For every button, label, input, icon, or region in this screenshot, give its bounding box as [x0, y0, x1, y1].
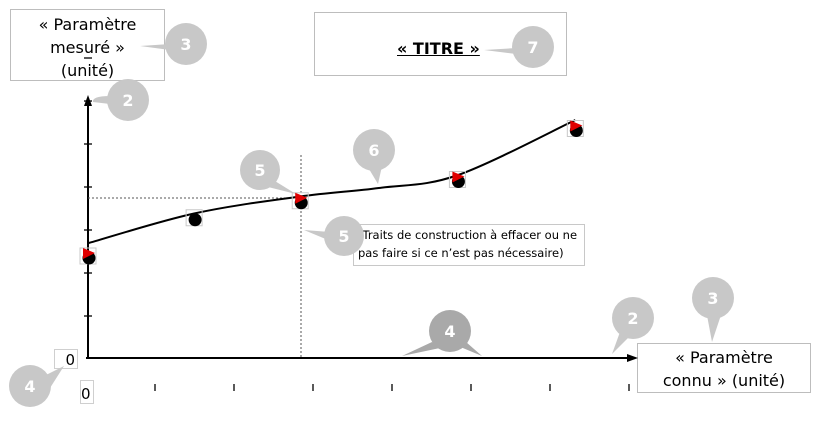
y-ticks	[84, 57, 92, 317]
svg-text:2: 2	[627, 309, 638, 328]
callout-bubble-construction: 5	[304, 216, 364, 256]
callout-bubble-origin: 4	[9, 365, 64, 407]
x-axis-arrow	[627, 354, 638, 362]
svg-text:5: 5	[254, 161, 265, 180]
svg-text:6: 6	[368, 141, 379, 160]
x-axis-label-line2: connu » (unité)	[662, 371, 786, 390]
callout-bubble-x-arrow: 2	[612, 297, 654, 354]
callout-bubble-x-label: 3	[692, 277, 734, 342]
y-axis-label-line3: (unité)	[60, 61, 115, 80]
plot-area	[79, 119, 584, 265]
svg-text:3: 3	[707, 289, 718, 308]
origin-x-label: 0	[80, 380, 94, 404]
x-ticks	[154, 384, 630, 391]
svg-text:4: 4	[24, 377, 35, 396]
y-axis-label-line1: « Paramètre	[38, 15, 137, 34]
callout-bubble-y-arrow: 2	[92, 79, 149, 121]
callout-bubble-point: 5	[240, 150, 296, 194]
y-axis-label-box: « Paramètre mesuré » (unité)	[10, 9, 165, 81]
svg-text:3: 3	[180, 35, 191, 54]
callout-bubble-y-label: 3	[140, 23, 207, 65]
chart-title: « TITRE »	[397, 39, 480, 58]
callout-bubble-curve: 6	[353, 129, 395, 184]
note-line2: pas faire si ce n’est pas nécessaire)	[358, 246, 564, 260]
y-axis-label-line2: mesuré »	[50, 38, 125, 57]
data-point	[566, 120, 584, 137]
data-point	[79, 247, 97, 265]
svg-text:2: 2	[122, 91, 133, 110]
svg-text:5: 5	[338, 227, 349, 246]
note-line1: (Traits de construction à effacer ou ne	[358, 228, 578, 242]
x-axis-label-line1: « Paramètre	[675, 348, 773, 367]
construction-note-box: (Traits de construction à effacer ou ne …	[353, 224, 585, 266]
fit-curve	[87, 119, 576, 245]
data-point	[291, 192, 309, 210]
callout-bubble-title: 7	[484, 26, 554, 68]
data-point	[448, 171, 466, 188]
svg-text:7: 7	[527, 38, 538, 57]
callout-bubble-x-axis: 4	[402, 310, 482, 356]
svg-text:4: 4	[444, 322, 455, 341]
origin-y-label: 0	[54, 349, 78, 369]
data-point	[185, 209, 203, 227]
x-axis-label-box: « Paramètre connu » (unité)	[637, 343, 811, 393]
